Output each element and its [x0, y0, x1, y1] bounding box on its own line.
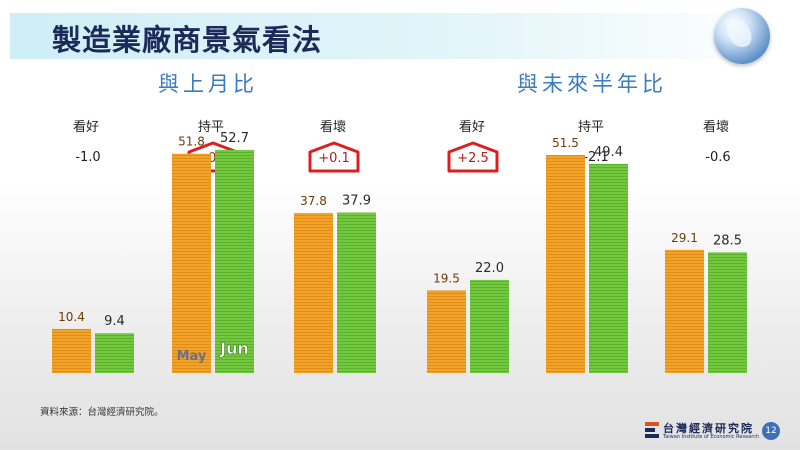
value-label-chart1-cat2-series0: 29.1 [671, 231, 698, 245]
change-optimistic-month: -1.0 [75, 150, 101, 165]
page-number: 12 [762, 422, 780, 440]
bar-chart0-cat2-series0 [294, 212, 333, 373]
logo-english: Taiwan Institute of Economic Research [663, 434, 760, 440]
value-label-chart0-cat1-series1: 52.7 [220, 131, 249, 146]
value-label-chart0-cat2-series1: 37.9 [342, 194, 371, 209]
value-label-chart0-cat0-series1: 9.4 [104, 314, 125, 329]
change-pessimistic-halfyear: -0.6 [705, 150, 731, 165]
change-optimistic-halfyear-badge: +2.5 [446, 140, 500, 174]
change-optimistic-halfyear: +2.5 [457, 151, 489, 166]
label-pessimistic-month: 看壞 [319, 120, 347, 135]
title-band [10, 13, 780, 59]
label-neutral-month: 持平 [197, 120, 225, 135]
label-pessimistic-halfyear: 看壞 [702, 120, 730, 135]
value-label-chart1-cat0-series1: 22.0 [475, 261, 504, 276]
bar-chart0-cat1-series1 [215, 149, 254, 373]
value-label-chart0-cat1-series0: 51.8 [178, 135, 205, 149]
bar-chart0-cat1-series0 [172, 153, 211, 373]
tier-logo: 台灣經濟研究院 Taiwan Institute of Economic Res… [645, 420, 761, 442]
globe-icon [714, 8, 770, 64]
bar-chart1-cat0-series1 [470, 279, 509, 373]
bar-chart1-cat1-series1 [589, 163, 628, 373]
change-neutral-halfyear: -2.1 [583, 150, 609, 165]
value-label-chart0-cat2-series0: 37.8 [300, 194, 327, 208]
logo-name: 台灣經濟研究院 [663, 422, 754, 435]
label-optimistic-month: 看好 [72, 120, 100, 135]
tier-logo-icon [645, 422, 659, 438]
source-note: 資料來源：台灣經濟研究院。 [40, 407, 164, 418]
section-title-vs-last-month: 與上月比 [158, 72, 258, 96]
bar-chart0-cat2-series1 [337, 212, 376, 373]
value-label-chart1-cat0-series0: 19.5 [433, 271, 460, 285]
value-label-chart0-cat0-series0: 10.4 [58, 310, 85, 324]
change-pessimistic-month: +0.1 [318, 151, 350, 166]
label-optimistic-halfyear: 看好 [458, 120, 486, 135]
series-label-may: May [177, 349, 207, 364]
bar-chart1-cat0-series0 [427, 290, 466, 373]
value-label-chart1-cat1-series0: 51.5 [552, 136, 579, 150]
bar-chart0-cat0-series1 [95, 333, 134, 373]
value-label-chart1-cat1-series1: 49.4 [594, 145, 623, 160]
series-label-jun: Jun [219, 339, 249, 358]
section-title-vs-next-half-year: 與未來半年比 [517, 72, 667, 96]
slide-title: 製造業廠商景氣看法 [52, 23, 323, 57]
change-pessimistic-month-badge: +0.1 [307, 140, 361, 174]
bar-chart1-cat1-series0 [546, 154, 585, 373]
bar-chart0-cat0-series0 [52, 328, 91, 373]
bar-chart1-cat2-series1 [708, 252, 747, 373]
value-label-chart1-cat2-series1: 28.5 [713, 233, 742, 248]
bar-chart1-cat2-series0 [665, 249, 704, 373]
label-neutral-halfyear: 持平 [577, 120, 605, 135]
